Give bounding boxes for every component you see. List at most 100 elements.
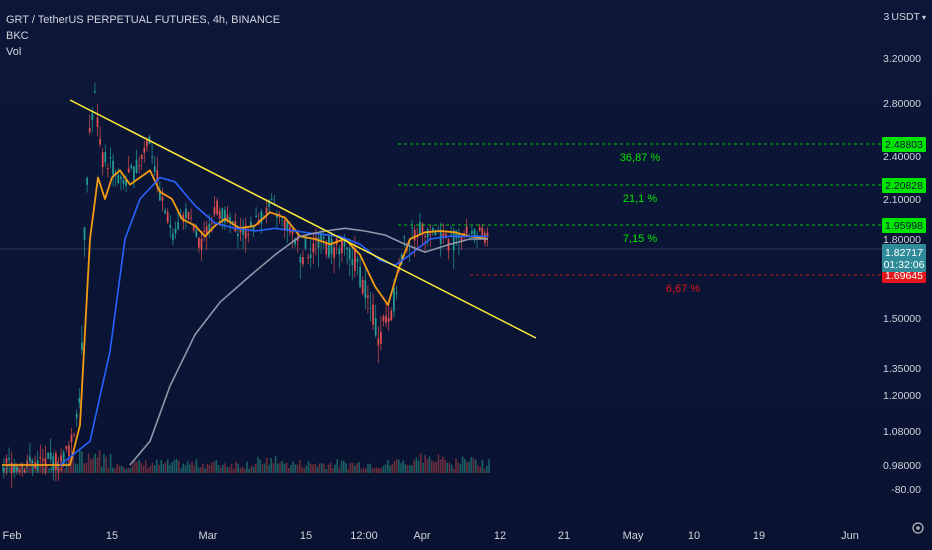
volume-bar bbox=[72, 455, 74, 473]
price-tick-label: 1.08000 bbox=[883, 426, 921, 438]
volume-bar bbox=[226, 467, 228, 473]
volume-bar bbox=[105, 456, 107, 473]
candle-body bbox=[299, 256, 302, 263]
volume-bar bbox=[50, 466, 52, 473]
volume-bar bbox=[332, 468, 334, 473]
candle-body bbox=[125, 179, 127, 186]
candle-body bbox=[322, 237, 325, 240]
candle-body bbox=[247, 234, 250, 236]
volume-bar bbox=[109, 453, 112, 473]
candle-body bbox=[481, 227, 484, 236]
candle-body bbox=[309, 254, 312, 259]
volume-bar bbox=[178, 460, 180, 473]
volume-bar bbox=[246, 461, 248, 473]
volume-bar bbox=[184, 465, 187, 473]
candle-body bbox=[47, 452, 49, 459]
volume-bar bbox=[472, 458, 475, 473]
volume-bar bbox=[224, 463, 226, 473]
volume-bar bbox=[349, 462, 352, 473]
volume-bar bbox=[312, 464, 314, 473]
volume-bar bbox=[21, 463, 24, 473]
volume-bar bbox=[107, 467, 110, 473]
volume-bar bbox=[145, 460, 147, 473]
volume-bar bbox=[283, 463, 286, 473]
candle-body bbox=[83, 227, 86, 241]
candle-body bbox=[127, 168, 130, 173]
candle-body bbox=[429, 234, 432, 236]
volume-bar bbox=[305, 465, 308, 473]
volume-bar bbox=[103, 454, 105, 473]
volume-bar bbox=[323, 464, 325, 473]
volume-bar bbox=[136, 461, 138, 473]
volume-bar bbox=[28, 467, 30, 473]
symbol-title[interactable]: GRT / TetherUS PERPETUAL FUTURES, 4h, BI… bbox=[6, 14, 281, 26]
volume-bar bbox=[431, 460, 433, 473]
candle-body bbox=[338, 248, 341, 255]
candle-body bbox=[203, 230, 205, 233]
volume-bar bbox=[477, 465, 479, 473]
price-badge-label: 2.48803 bbox=[885, 139, 923, 151]
volume-bar bbox=[367, 464, 369, 473]
volume-bar bbox=[114, 468, 116, 473]
volume-bar bbox=[173, 459, 176, 473]
volume-bar bbox=[112, 467, 114, 473]
candle-body bbox=[242, 226, 244, 235]
volume-bar bbox=[395, 459, 398, 473]
volume-bar bbox=[160, 460, 162, 473]
volume-bar bbox=[263, 463, 266, 473]
candle-body bbox=[478, 227, 481, 231]
volume-bar bbox=[90, 459, 92, 473]
volume-bar bbox=[442, 456, 444, 473]
volume-bar bbox=[76, 464, 79, 473]
volume-bar bbox=[193, 465, 195, 473]
volume-bar bbox=[316, 466, 319, 473]
volume-bar bbox=[338, 467, 341, 473]
volume-bar bbox=[329, 462, 332, 473]
ma-mid-line bbox=[59, 176, 488, 466]
candle-body bbox=[31, 460, 34, 464]
indicator-vol[interactable]: Vol bbox=[6, 46, 22, 58]
legend: GRT / TetherUS PERPETUAL FUTURES, 4h, BI… bbox=[6, 12, 280, 60]
candle-body bbox=[341, 240, 343, 254]
candle-body bbox=[421, 223, 424, 234]
candle-body bbox=[455, 230, 458, 239]
volume-bar bbox=[237, 463, 239, 473]
volume-bar bbox=[450, 464, 453, 473]
volume-bar bbox=[486, 465, 488, 473]
volume-bar bbox=[59, 467, 61, 473]
candle-body bbox=[343, 241, 346, 247]
candle-body bbox=[117, 175, 120, 184]
volume-bar bbox=[433, 461, 435, 473]
candle-body bbox=[185, 208, 187, 219]
volume-bar bbox=[125, 468, 127, 473]
indicator-bkc[interactable]: BKC bbox=[6, 30, 29, 42]
volume-bar bbox=[204, 468, 206, 473]
volume-bar bbox=[310, 463, 312, 473]
chart-settings-icon[interactable] bbox=[910, 520, 926, 536]
candle-body bbox=[445, 233, 447, 238]
volume-bar bbox=[470, 457, 473, 473]
candle-body bbox=[312, 243, 315, 253]
volume-bar bbox=[307, 460, 310, 473]
candle-body bbox=[88, 127, 91, 133]
currency-selector[interactable]: 3 USDT ▾ bbox=[884, 9, 926, 25]
volume-bar bbox=[43, 467, 46, 473]
candle-body bbox=[44, 458, 47, 465]
candle-body bbox=[216, 200, 218, 215]
volume-bar bbox=[426, 458, 429, 473]
candle-body bbox=[218, 210, 221, 219]
volume-bar bbox=[156, 459, 158, 473]
candle-body bbox=[151, 156, 153, 158]
volume-bar bbox=[402, 460, 404, 473]
volume-bar bbox=[277, 463, 279, 473]
volume-bar bbox=[158, 464, 160, 473]
candle-body bbox=[302, 256, 304, 265]
volume-bar bbox=[400, 463, 402, 473]
level-percent-label: 6,67 % bbox=[666, 283, 700, 295]
volume-bar bbox=[378, 467, 380, 473]
volume-bar bbox=[127, 468, 129, 473]
volume-bar bbox=[92, 457, 94, 473]
time-tick-label: 19 bbox=[753, 530, 765, 542]
